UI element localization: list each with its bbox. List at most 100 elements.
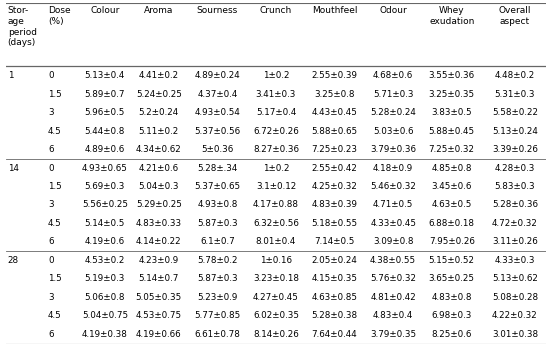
- Text: 6: 6: [48, 330, 54, 339]
- Text: 4.89±0.6: 4.89±0.6: [85, 145, 125, 154]
- Text: 3.25±0.8: 3.25±0.8: [314, 90, 355, 99]
- Text: 5.88±0.65: 5.88±0.65: [311, 127, 358, 136]
- Text: 3.65±0.25: 3.65±0.25: [429, 274, 475, 283]
- Text: 3.55±0.36: 3.55±0.36: [429, 71, 475, 80]
- Text: 6.02±0.35: 6.02±0.35: [253, 311, 299, 320]
- Text: 4.83±0.4: 4.83±0.4: [373, 311, 413, 320]
- Text: 5.44±0.8: 5.44±0.8: [84, 127, 125, 136]
- Text: 3.39±0.26: 3.39±0.26: [492, 145, 538, 154]
- Text: 5.24±0.25: 5.24±0.25: [136, 90, 182, 99]
- Text: 4.48±0.2: 4.48±0.2: [495, 71, 535, 80]
- Text: 4.63±0.85: 4.63±0.85: [311, 293, 358, 302]
- Text: 5.37±0.56: 5.37±0.56: [194, 127, 241, 136]
- Text: 5.13±0.24: 5.13±0.24: [492, 127, 538, 136]
- Text: 7.25±0.32: 7.25±0.32: [429, 145, 475, 154]
- Text: 6: 6: [48, 145, 54, 154]
- Text: Colour: Colour: [90, 6, 120, 15]
- Text: 5.13±0.4: 5.13±0.4: [84, 71, 125, 80]
- Text: 4.83±0.39: 4.83±0.39: [311, 201, 358, 210]
- Text: 5±0.36: 5±0.36: [201, 145, 233, 154]
- Text: 6.88±0.18: 6.88±0.18: [429, 219, 475, 228]
- Text: 3.09±0.8: 3.09±0.8: [373, 237, 413, 246]
- Text: 4.43±0.45: 4.43±0.45: [312, 108, 358, 117]
- Text: Sourness: Sourness: [197, 6, 238, 15]
- Text: 4.19±0.6: 4.19±0.6: [85, 237, 125, 246]
- Text: 4.5: 4.5: [48, 127, 62, 136]
- Text: 3.11±0.26: 3.11±0.26: [492, 237, 538, 246]
- Text: 2.55±0.42: 2.55±0.42: [312, 163, 358, 172]
- Text: Stor-
age
period
(days): Stor- age period (days): [8, 6, 36, 48]
- Text: 4.53±0.2: 4.53±0.2: [84, 256, 125, 265]
- Text: 5.89±0.7: 5.89±0.7: [84, 90, 125, 99]
- Text: 4.19±0.66: 4.19±0.66: [136, 330, 182, 339]
- Text: 4.63±0.5: 4.63±0.5: [432, 201, 472, 210]
- Text: 4.22±0.32: 4.22±0.32: [492, 311, 538, 320]
- Text: 6.72±0.26: 6.72±0.26: [253, 127, 299, 136]
- Text: 4.71±0.5: 4.71±0.5: [373, 201, 413, 210]
- Text: 7.95±0.26: 7.95±0.26: [429, 237, 475, 246]
- Text: 4.68±0.6: 4.68±0.6: [373, 71, 413, 80]
- Text: 3: 3: [48, 201, 54, 210]
- Text: 4.37±0.4: 4.37±0.4: [197, 90, 237, 99]
- Text: 5.31±0.3: 5.31±0.3: [495, 90, 535, 99]
- Text: 4.38±0.55: 4.38±0.55: [370, 256, 416, 265]
- Text: 1.5: 1.5: [48, 274, 62, 283]
- Text: 6: 6: [48, 237, 54, 246]
- Text: 3: 3: [48, 293, 54, 302]
- Text: 28: 28: [8, 256, 19, 265]
- Text: 5.29±0.25: 5.29±0.25: [136, 201, 182, 210]
- Text: 4.17±0.88: 4.17±0.88: [253, 201, 299, 210]
- Text: 3: 3: [48, 108, 54, 117]
- Text: 5.23±0.9: 5.23±0.9: [197, 293, 237, 302]
- Text: 7.14±0.5: 7.14±0.5: [315, 237, 355, 246]
- Text: 4.5: 4.5: [48, 311, 62, 320]
- Text: 4.53±0.75: 4.53±0.75: [136, 311, 182, 320]
- Text: 5.14±0.7: 5.14±0.7: [139, 274, 179, 283]
- Text: 5.77±0.85: 5.77±0.85: [194, 311, 241, 320]
- Text: 5.87±0.3: 5.87±0.3: [197, 219, 238, 228]
- Text: 5.04±0.3: 5.04±0.3: [139, 182, 179, 191]
- Text: 0: 0: [48, 71, 54, 80]
- Text: Crunch: Crunch: [260, 6, 292, 15]
- Text: 5.71±0.3: 5.71±0.3: [373, 90, 413, 99]
- Text: 5.15±0.52: 5.15±0.52: [429, 256, 475, 265]
- Text: 5.18±0.55: 5.18±0.55: [311, 219, 358, 228]
- Text: 5.04±0.75: 5.04±0.75: [82, 311, 128, 320]
- Text: Whey
exudation: Whey exudation: [429, 6, 474, 26]
- Text: 6.1±0.7: 6.1±0.7: [200, 237, 235, 246]
- Text: 5.06±0.8: 5.06±0.8: [84, 293, 125, 302]
- Text: 2.05±0.24: 2.05±0.24: [312, 256, 358, 265]
- Text: 5.13±0.62: 5.13±0.62: [492, 274, 538, 283]
- Text: 3.25±0.35: 3.25±0.35: [429, 90, 475, 99]
- Text: 4.33±0.3: 4.33±0.3: [495, 256, 535, 265]
- Text: 5.19±0.3: 5.19±0.3: [84, 274, 125, 283]
- Text: 5.08±0.28: 5.08±0.28: [492, 293, 538, 302]
- Text: 5.14±0.5: 5.14±0.5: [84, 219, 125, 228]
- Text: 5.83±0.3: 5.83±0.3: [495, 182, 535, 191]
- Text: 5.58±0.22: 5.58±0.22: [492, 108, 538, 117]
- Text: 7.25±0.23: 7.25±0.23: [311, 145, 358, 154]
- Text: 5.56±0.25: 5.56±0.25: [82, 201, 128, 210]
- Text: 0: 0: [48, 163, 54, 172]
- Text: Overall
aspect: Overall aspect: [498, 6, 531, 26]
- Text: 5.87±0.3: 5.87±0.3: [197, 274, 238, 283]
- Text: 1±0.2: 1±0.2: [263, 163, 289, 172]
- Text: 4.23±0.9: 4.23±0.9: [139, 256, 179, 265]
- Text: 4.41±0.2: 4.41±0.2: [139, 71, 179, 80]
- Text: 5.78±0.2: 5.78±0.2: [197, 256, 238, 265]
- Text: 1.5: 1.5: [48, 90, 62, 99]
- Text: 4.85±0.8: 4.85±0.8: [432, 163, 472, 172]
- Text: 5.11±0.2: 5.11±0.2: [139, 127, 179, 136]
- Text: 4.83±0.8: 4.83±0.8: [432, 293, 472, 302]
- Text: 3.83±0.5: 3.83±0.5: [432, 108, 472, 117]
- Text: 3.79±0.35: 3.79±0.35: [370, 330, 416, 339]
- Text: 6.98±0.3: 6.98±0.3: [432, 311, 472, 320]
- Text: 3.41±0.3: 3.41±0.3: [256, 90, 296, 99]
- Text: Dose
(%): Dose (%): [48, 6, 71, 26]
- Text: 7.64±0.44: 7.64±0.44: [312, 330, 358, 339]
- Text: 1.5: 1.5: [48, 182, 62, 191]
- Text: 5.96±0.5: 5.96±0.5: [84, 108, 125, 117]
- Text: 4.14±0.22: 4.14±0.22: [136, 237, 182, 246]
- Text: 5.28±0.24: 5.28±0.24: [370, 108, 416, 117]
- Text: 1: 1: [8, 71, 13, 80]
